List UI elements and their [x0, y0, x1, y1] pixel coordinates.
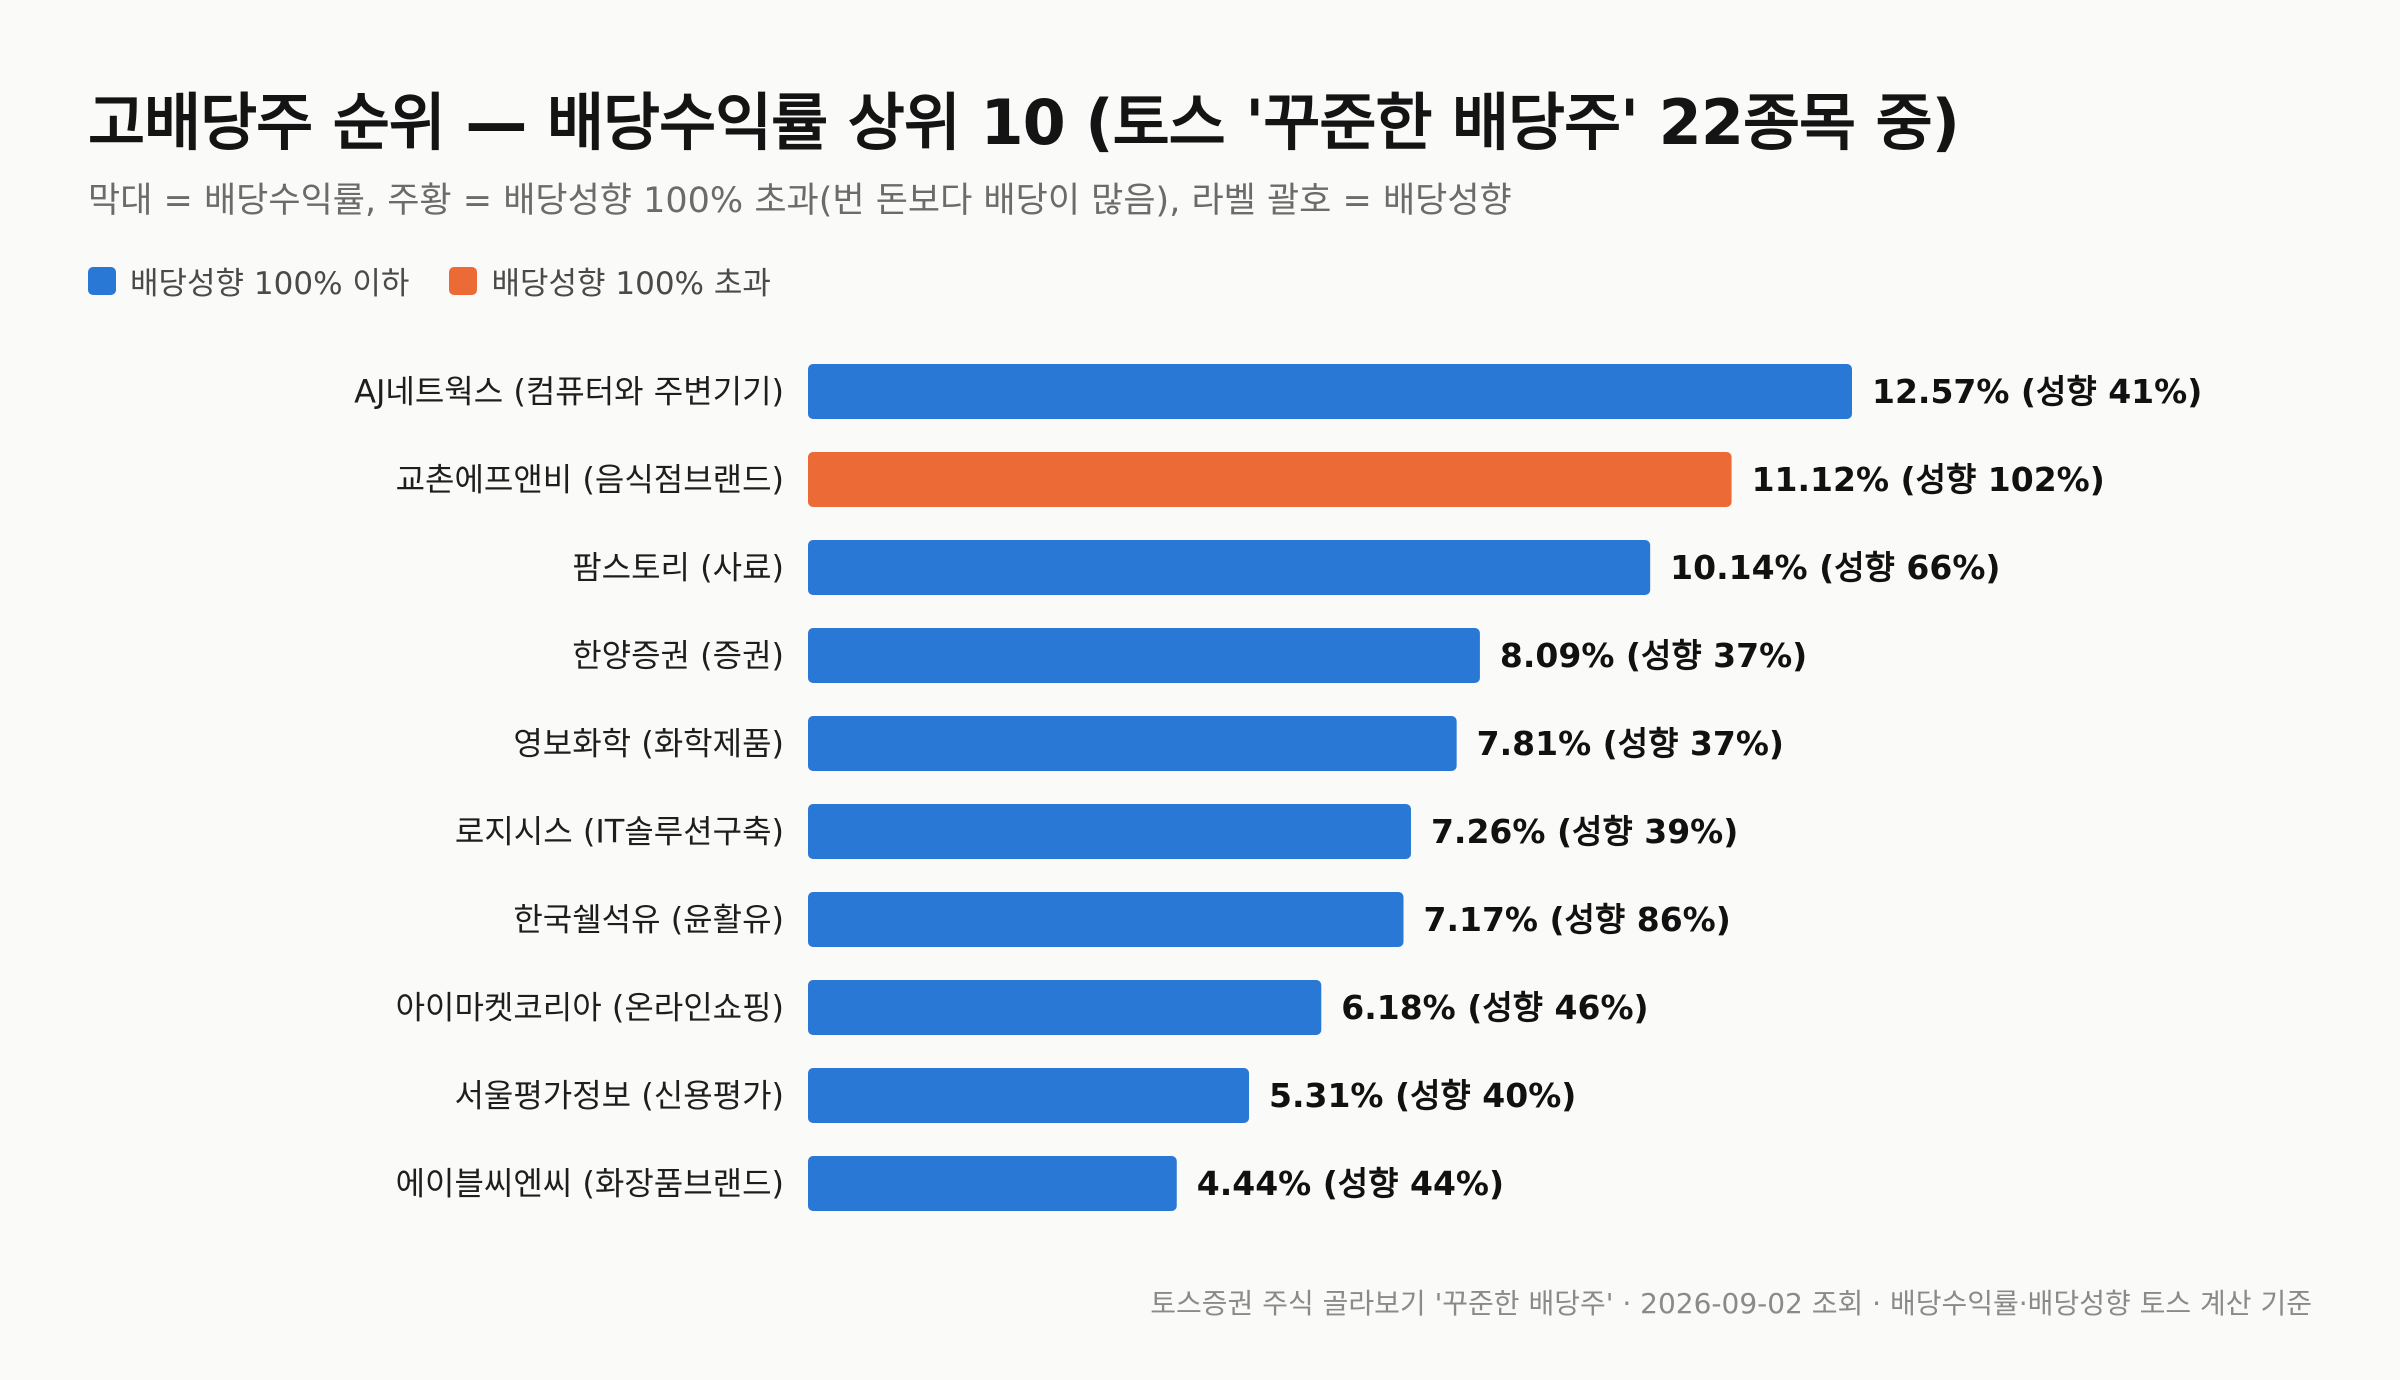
chart-subtitle: 막대 = 배당수익률, 주황 = 배당성향 100% 초과(번 돈보다 배당이 … [88, 181, 1512, 221]
source-footnote: 토스증권 주식 골라보기 '꾸준한 배당주' · 2026-09-02 조회 ·… [1150, 1287, 2312, 1320]
value-label-2: 11.12% (성향 102%) [1752, 460, 2105, 499]
category-label-10: 에이블씨엔씨 (화장품브랜드) [396, 1165, 784, 1203]
category-label-4: 한양증권 (증권) [572, 637, 784, 675]
value-label-8: 6.18% (성향 46%) [1341, 988, 1648, 1027]
category-label-8: 아이마켓코리아 (온라인쇼핑) [396, 989, 784, 1027]
bar-1-AJ네트웍스 [808, 364, 1852, 419]
category-label-9: 서울평가정보 (신용평가) [454, 1077, 784, 1115]
bar-10-에이블씨엔씨 [808, 1156, 1177, 1211]
category-label-6: 로지시스 (IT솔루션구축) [455, 813, 784, 851]
bar-6-로지시스 [808, 804, 1411, 859]
category-label-2: 교촌에프앤비 (음식점브랜드) [396, 461, 784, 499]
legend-label-over100: 배당성향 100% 초과 [491, 266, 771, 302]
chart-title: 고배당주 순위 — 배당수익률 상위 10 (토스 '꾸준한 배당주' 22종목… [88, 86, 1960, 159]
bar-4-한양증권 [808, 628, 1480, 683]
value-label-9: 5.31% (성향 40%) [1269, 1076, 1576, 1115]
bar-9-서울평가정보 [808, 1068, 1250, 1123]
value-label-3: 10.14% (성향 66%) [1670, 548, 2000, 587]
bar-8-아이마켓코리아 [808, 980, 1322, 1035]
bar-3-팜스토리 [808, 540, 1651, 595]
value-label-7: 7.17% (성향 86%) [1424, 900, 1731, 939]
legend-swatch-normal [88, 266, 116, 295]
legend: 배당성향 100% 이하 배당성향 100% 초과 [88, 258, 771, 303]
legend-item-normal: 배당성향 100% 이하 [88, 258, 409, 303]
bar-2-교촌에프앤비 [808, 452, 1732, 507]
bar-5-영보화학 [808, 716, 1457, 771]
category-label-3: 팜스토리 (사료) [572, 549, 784, 587]
value-label-6: 7.26% (성향 39%) [1431, 812, 1738, 851]
legend-swatch-over100 [449, 266, 478, 295]
category-label-5: 영보화학 (화학제품) [513, 725, 784, 763]
legend-label-normal: 배당성향 100% 이하 [130, 266, 410, 302]
value-label-4: 8.09% (성향 37%) [1500, 636, 1807, 675]
value-label-5: 7.81% (성향 37%) [1477, 724, 1784, 763]
legend-item-over100: 배당성향 100% 초과 [449, 258, 771, 303]
value-label-10: 4.44% (성향 44%) [1197, 1164, 1504, 1203]
bar-7-한국쉘석유 [808, 892, 1404, 947]
value-label-1: 12.57% (성향 41%) [1872, 372, 2202, 411]
category-label-1: AJ네트웍스 (컴퓨터와 주변기기) [354, 373, 784, 411]
category-label-7: 한국쉘석유 (윤활유) [513, 901, 784, 939]
